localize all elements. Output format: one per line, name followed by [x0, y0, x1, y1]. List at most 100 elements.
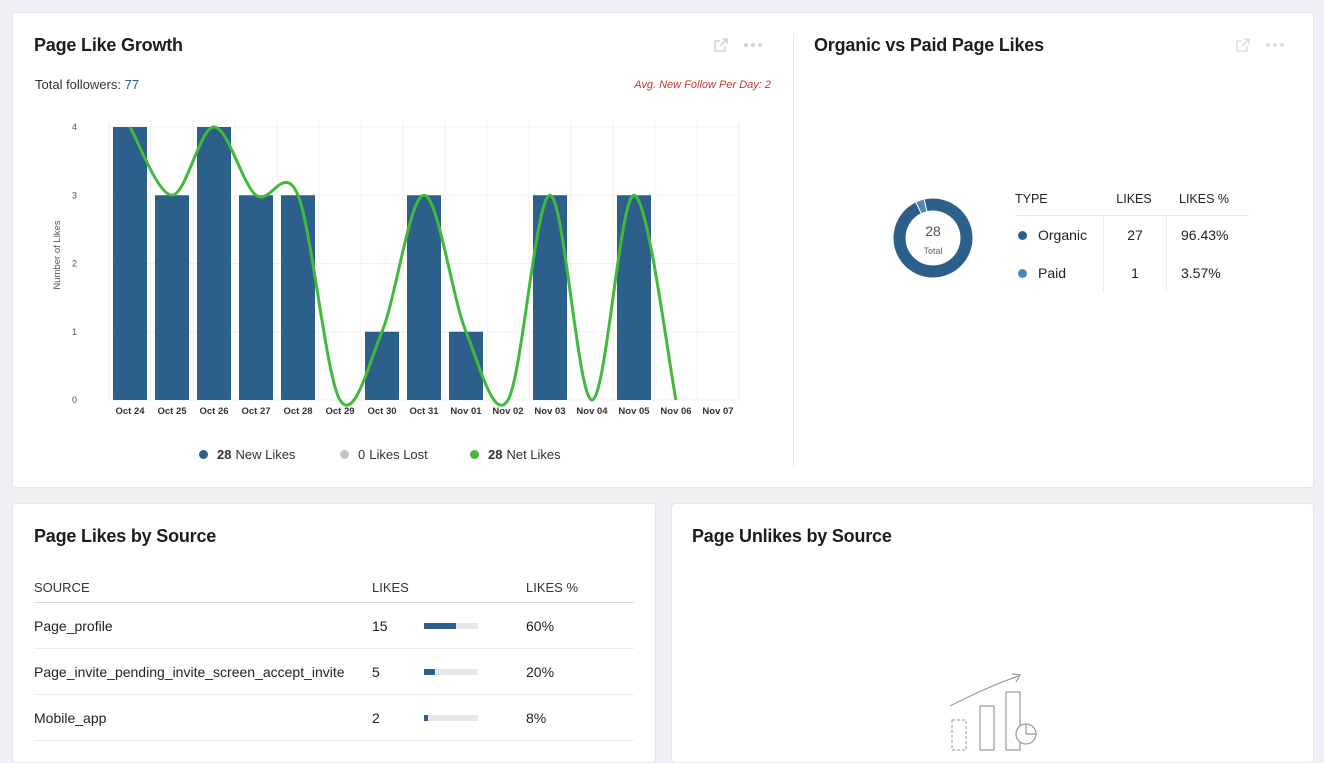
- legend-likes-lost-label: Likes Lost: [369, 447, 428, 462]
- total-followers: Total followers: 77: [35, 77, 139, 92]
- paid-dot: [1018, 268, 1027, 278]
- y-tick-label: 0: [72, 395, 77, 405]
- y-tick-label: 2: [72, 259, 77, 269]
- paid-likes: 1: [1103, 254, 1167, 292]
- y-tick-label: 3: [72, 190, 77, 200]
- source-share-fill: [424, 668, 435, 675]
- col-likes: LIKES: [1116, 192, 1152, 206]
- donut-slice-organic[interactable]: [892, 197, 974, 279]
- source-likes: 5: [372, 663, 380, 680]
- x-tick-label: Oct 31: [409, 406, 439, 417]
- growth-card-actions: [713, 37, 763, 53]
- x-tick-label: Oct 30: [367, 406, 396, 417]
- bar-new-likes[interactable]: [155, 195, 189, 400]
- donut-total-label: Total: [923, 246, 942, 256]
- legend-net-likes[interactable]: 28 Net Likes: [470, 447, 561, 462]
- source-likes: 2: [372, 709, 380, 726]
- organic-card-actions: [1235, 37, 1285, 53]
- x-tick-label: Nov 05: [618, 406, 650, 417]
- bar-new-likes[interactable]: [113, 127, 147, 400]
- bar-new-likes[interactable]: [239, 195, 273, 400]
- legend-likes-lost[interactable]: 0 Likes Lost: [340, 447, 428, 462]
- col-likes-pct: LIKES %: [1179, 192, 1230, 206]
- source-pct: 60%: [526, 617, 555, 634]
- source-likes: 15: [372, 617, 388, 634]
- x-tick-label: Oct 25: [157, 406, 187, 417]
- card-divider: [793, 33, 794, 467]
- paid-row: Paid 1 3.57%: [1015, 254, 1249, 292]
- col-likes-pct: LIKES %: [526, 579, 579, 595]
- source-table-header: SOURCE LIKES LIKES %: [34, 572, 634, 603]
- source-pct: 8%: [526, 709, 547, 726]
- legend-net-likes-value: 28: [488, 447, 503, 462]
- source-name: Page_profile: [34, 617, 113, 634]
- bar-new-likes[interactable]: [407, 195, 441, 400]
- col-source: SOURCE: [34, 579, 90, 595]
- legend-new-likes-label: New Likes: [235, 447, 296, 462]
- organic-row: Organic 27 96.43%: [1015, 216, 1249, 254]
- page-likes-by-source-title: Page Likes by Source: [34, 526, 217, 546]
- x-tick-label: Oct 27: [241, 406, 270, 417]
- source-share-bar: [424, 668, 478, 675]
- legend-new-likes-value: 28: [217, 447, 232, 462]
- source-table: SOURCE LIKES LIKES % Page_profile 15 60%…: [34, 572, 634, 741]
- organic-dot: [1018, 230, 1027, 240]
- table-row: Page_invite_pending_invite_screen_accept…: [34, 649, 634, 695]
- legend-new-likes-dot: [199, 450, 208, 459]
- organic-paid-donut: 28 Total: [892, 197, 974, 279]
- organic-pct: 96.43%: [1181, 227, 1229, 243]
- y-tick-label: 1: [72, 327, 77, 337]
- x-tick-label: Nov 01: [450, 406, 482, 417]
- bar-new-likes[interactable]: [197, 127, 231, 400]
- net-likes-line[interactable]: [128, 125, 678, 407]
- y-axis-label: Number of Likes: [52, 220, 63, 289]
- bar-new-likes[interactable]: [281, 195, 315, 400]
- page-unlikes-by-source-card: Page Unlikes by Source: [671, 503, 1314, 763]
- paid-pct: 3.57%: [1181, 265, 1221, 281]
- source-name: Page_invite_pending_invite_screen_accept…: [34, 663, 345, 680]
- page-likes-by-source-card: Page Likes by Source SOURCE LIKES LIKES …: [12, 503, 656, 763]
- table-row: Mobile_app 2 8%: [34, 695, 634, 741]
- source-share-bar: [424, 622, 478, 629]
- x-tick-label: Nov 03: [534, 406, 565, 417]
- more-options-icon[interactable]: [743, 42, 763, 48]
- source-share-bar: [424, 714, 478, 721]
- page-like-growth-title: Page Like Growth: [34, 35, 183, 55]
- organic-type: Organic: [1038, 227, 1088, 243]
- external-link-icon[interactable]: [1235, 37, 1251, 53]
- y-tick-label: 4: [72, 122, 77, 132]
- empty-state-chart-icon: [949, 673, 1037, 751]
- x-tick-label: Oct 26: [199, 406, 228, 417]
- organic-likes: 27: [1103, 216, 1167, 254]
- donut-total-value: 28: [925, 223, 941, 239]
- organic-table-header: TYPE LIKES LIKES %: [1015, 183, 1249, 216]
- organic-vs-paid-title: Organic vs Paid Page Likes: [814, 35, 1044, 55]
- page-unlikes-by-source-title: Page Unlikes by Source: [692, 526, 892, 546]
- avg-new-follow: Avg. New Follow Per Day: 2: [634, 79, 771, 91]
- col-type: TYPE: [1015, 192, 1048, 206]
- organic-paid-table: TYPE LIKES LIKES % Organic 27 96.43% Pai…: [1015, 183, 1249, 292]
- table-row: Page_profile 15 60%: [34, 603, 634, 649]
- total-followers-label: Total followers:: [35, 77, 121, 92]
- legend-net-likes-label: Net Likes: [506, 447, 561, 462]
- page-like-growth-chart: 0 1 2 3 4 Number of Likes Oct 24 Oct 25 Oct 26 Oc…: [52, 121, 740, 417]
- col-likes: LIKES: [372, 579, 409, 595]
- legend-net-likes-dot: [470, 450, 479, 459]
- page-like-growth-card: Page Like Growth Total followers: 77 Avg…: [12, 12, 1314, 488]
- external-link-icon[interactable]: [713, 37, 729, 53]
- source-share-fill: [424, 622, 457, 629]
- paid-type: Paid: [1038, 265, 1067, 281]
- x-tick-label: Oct 24: [115, 406, 145, 417]
- legend-likes-lost-value: 0: [358, 447, 366, 462]
- more-options-icon[interactable]: [1265, 42, 1285, 48]
- x-tick-label: Nov 02: [492, 406, 523, 417]
- total-followers-value: 77: [124, 77, 140, 92]
- legend-likes-lost-dot: [340, 450, 349, 459]
- x-tick-label: Nov 06: [660, 406, 691, 417]
- source-pct: 20%: [526, 663, 555, 680]
- source-name: Mobile_app: [34, 709, 107, 726]
- source-share-fill: [424, 714, 429, 721]
- x-tick-label: Nov 07: [702, 406, 733, 417]
- x-tick-label: Oct 28: [283, 406, 312, 417]
- legend-new-likes[interactable]: 28 New Likes: [199, 447, 295, 462]
